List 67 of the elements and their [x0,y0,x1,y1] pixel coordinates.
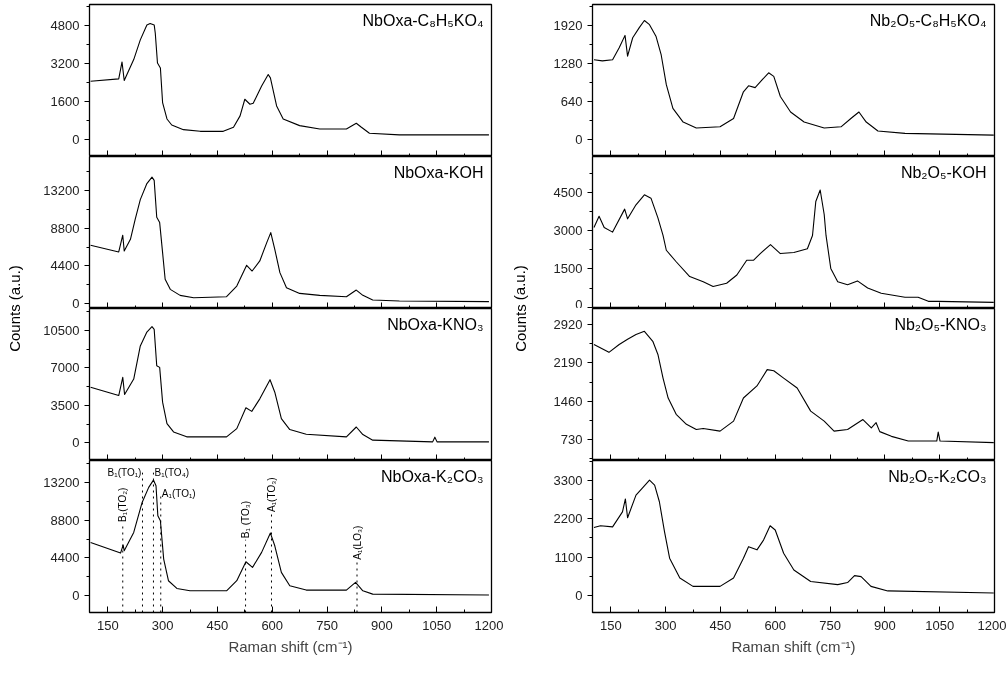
y-tick-label: 1920 [553,17,583,33]
y-tick-label: 2920 [553,317,583,333]
ref-line-label: B₁(TO₁) [107,467,142,479]
ref-line-label: B₁ (TO₃) [240,500,252,539]
x-tick-label: 1200 [474,617,504,633]
x-tick-label: 900 [874,617,896,633]
ref-line-label: A₁(TO₁) [161,488,196,500]
x-tick-label: 600 [764,617,787,633]
y-tick-label: 3300 [553,473,583,489]
x-tick-label: 300 [654,617,677,633]
text: NbOxa-KNO₃ [387,316,484,334]
y-tick-label: 13200 [43,474,80,490]
y-axis-title: Counts (a.u.) [5,265,23,352]
x-tick-label: 450 [709,617,732,633]
y-tick-label: 2190 [553,355,583,371]
y-tick-label: 4400 [50,258,80,274]
x-axis-title: Raman shift (cm⁻¹) [228,637,353,655]
y-tick-label: 640 [560,93,583,109]
y-tick-label: 1100 [554,549,583,565]
y-tick-label: 4400 [50,550,80,566]
x-tick-label: 750 [819,617,841,633]
y-tick-label: 7000 [50,360,80,376]
y-tick-label: 0 [575,131,583,147]
chart-title: NbOxa-K₂CO₃ [380,468,484,486]
text: Nb₂O₅-K₂CO₃ [888,468,987,486]
y-tick-label: 1280 [553,55,583,71]
x-tick-label: 900 [371,617,393,633]
ref-line-label: A₁(TO₃) [266,477,277,512]
y-tick-label: 0 [72,295,80,311]
y-tick-label: 1600 [50,94,80,110]
y-tick-label: 0 [72,435,80,451]
y-axis-title: Counts (a.u.) [511,265,529,352]
y-tick-label: 0 [575,587,583,603]
y-tick-label: 4500 [553,184,583,200]
x-tick-label: 1200 [977,617,1007,633]
y-tick-label: 1500 [553,261,583,277]
x-tick-label: 1050 [925,617,955,633]
x-tick-label: 300 [151,617,174,633]
y-tick-label: 730 [560,432,583,447]
x-axis-title: Raman shift (cm⁻¹) [731,637,856,655]
y-tick-label: 4800 [50,18,80,34]
y-tick-label: 10500 [43,322,80,338]
x-tick-label: 600 [261,617,284,633]
y-tick-label: 2200 [553,511,583,527]
chart-title: Nb₂O₅-C₈H₅KO₄ [869,12,987,30]
ref-line-label: B₁(TO₂) [117,487,129,522]
chart-title: Nb₂O₅-KOH [900,164,987,182]
x-tick-label: 750 [316,617,338,633]
y-tick-label: 3000 [553,223,583,239]
x-tick-label: 150 [96,617,119,633]
ref-line-label: A₁(LO₃) [351,525,363,560]
y-tick-label: 1460 [553,393,583,409]
y-tick-label: 0 [575,296,583,312]
text: NbOxa-KOH [393,164,484,182]
y-tick-label: 0 [72,132,80,148]
y-tick-label: 8800 [50,512,80,528]
x-tick-label: 150 [599,617,622,633]
y-tick-label: 0 [72,588,80,604]
y-tick-label: 3500 [50,397,80,413]
y-tick-label: 8800 [50,220,80,236]
text: Nb₂O₅-KNO₃ [894,316,987,334]
text: NbOxa-C₈H₅KO₄ [362,12,484,30]
x-tick-label: 450 [206,617,229,633]
y-tick-label: 3200 [50,56,80,72]
x-tick-label: 1050 [422,617,452,633]
ref-line-label: B₁(TO₄) [154,467,190,479]
y-tick-label: 13200 [43,183,80,199]
